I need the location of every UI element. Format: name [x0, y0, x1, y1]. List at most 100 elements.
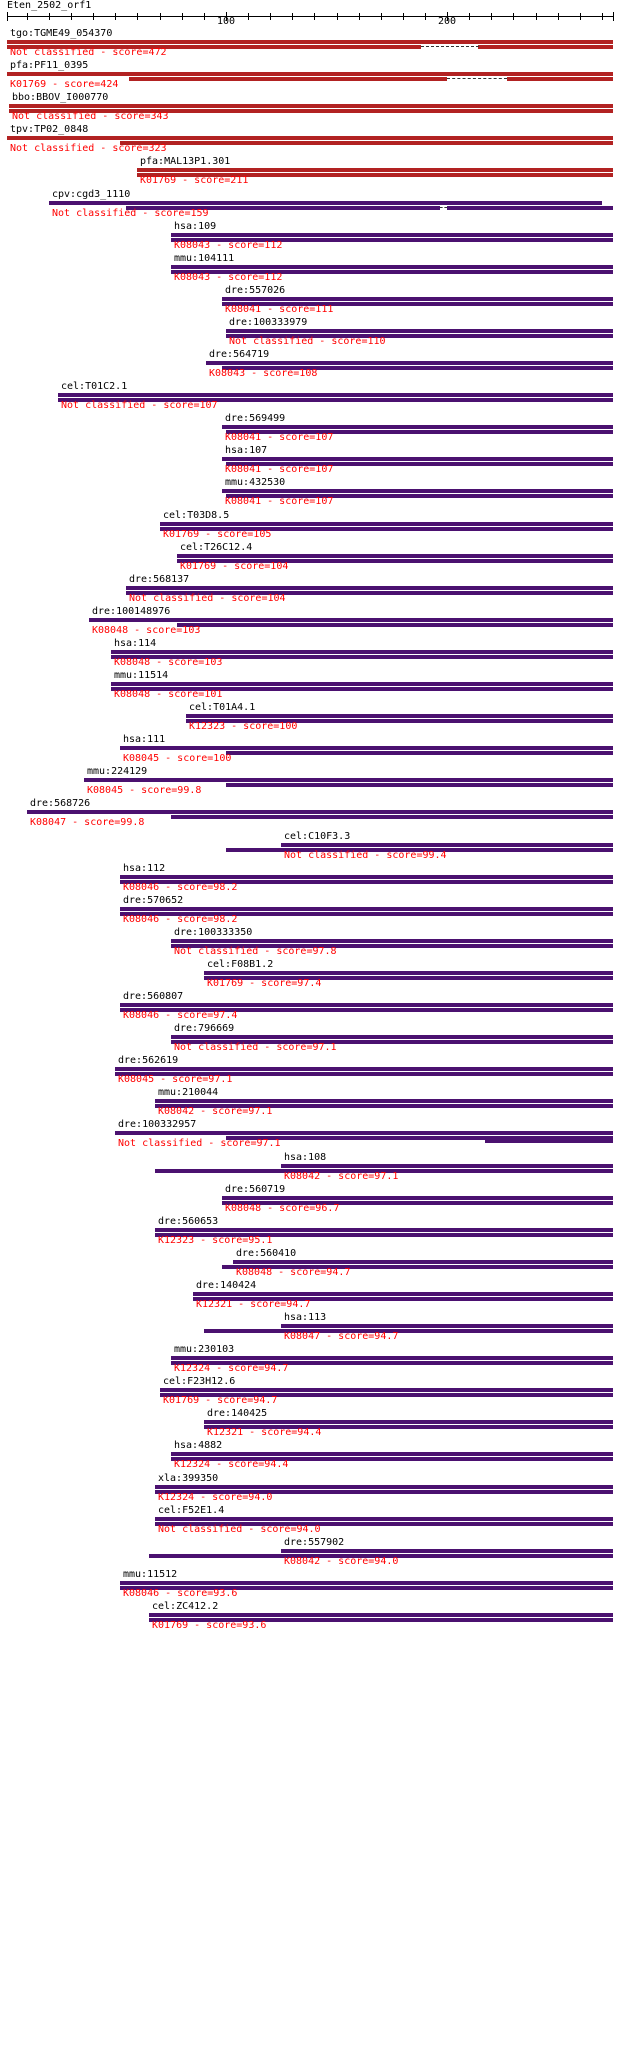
hit-classification: K08041 - score=107 — [225, 496, 334, 507]
hit-bar-aligned — [58, 398, 613, 402]
hit-gene-id: cel:F08B1.2 — [207, 959, 274, 970]
hit-classification: K01769 - score=94.7 — [163, 1395, 278, 1406]
hit-bar-aligned — [507, 77, 613, 81]
hit-gene-id: mmu:432530 — [225, 477, 286, 488]
hit-classification: K08045 - score=99.8 — [87, 785, 202, 796]
hit-bar — [111, 650, 613, 654]
hit-bar — [155, 1485, 613, 1489]
hit-classification: K01769 - score=211 — [140, 175, 249, 186]
ruler-minor-tick — [71, 13, 72, 20]
hit-classification: K12324 - score=94.4 — [174, 1459, 289, 1470]
hit-gene-id: dre:796669 — [174, 1023, 235, 1034]
hit-gene-id: dre:140424 — [196, 1280, 257, 1291]
hit-classification: K08048 - score=101 — [114, 689, 223, 700]
hit-classification: K08046 - score=98.2 — [123, 882, 238, 893]
ruler-minor-tick — [270, 13, 271, 20]
hit-bar-aligned — [126, 206, 440, 210]
hit-bar-aligned — [226, 494, 613, 498]
hit-classification: Not classified - score=159 — [52, 208, 209, 219]
ruler-minor-tick — [115, 13, 116, 20]
hit-bar-aligned — [193, 1297, 613, 1301]
hit-bar-aligned — [155, 1169, 613, 1173]
hit-classification: K08048 - score=103 — [92, 625, 201, 636]
hit-bar — [115, 1067, 613, 1071]
hit-bar-aligned — [120, 912, 613, 916]
hit-gene-id: cel:T01A4.1 — [189, 702, 256, 713]
hit-bar — [149, 1613, 613, 1617]
hit-bar-extra — [485, 1140, 613, 1143]
hit-gene-id: dre:569499 — [225, 413, 286, 424]
ruler-end-right — [613, 12, 614, 21]
hit-bar — [171, 265, 613, 269]
ruler-minor-tick — [93, 13, 94, 20]
hit-gene-id: dre:568726 — [30, 798, 91, 809]
hit-bar-aligned — [7, 45, 421, 49]
hit-bar-aligned — [226, 848, 613, 852]
hit-gene-id: hsa:112 — [123, 863, 166, 874]
hit-gene-id: dre:570652 — [123, 895, 184, 906]
hit-classification: Not classified - score=97.1 — [174, 1042, 337, 1053]
hit-classification: Not classified - score=97.1 — [118, 1138, 281, 1149]
hit-gene-id: dre:562619 — [118, 1055, 179, 1066]
hit-gap — [421, 46, 479, 47]
hit-bar-aligned — [171, 1361, 613, 1365]
hit-classification: K12324 - score=94.7 — [174, 1363, 289, 1374]
hit-gene-id: dre:100333350 — [174, 927, 253, 938]
hit-gene-id: dre:100333979 — [229, 317, 308, 328]
hit-gene-id: dre:100332957 — [118, 1119, 197, 1130]
ruler-minor-tick — [513, 13, 514, 20]
hit-bar-aligned — [149, 1554, 613, 1558]
hit-bar-aligned — [171, 944, 613, 948]
hit-bar-aligned — [222, 1201, 613, 1205]
ruler-minor-tick — [602, 13, 603, 20]
hit-gene-id: dre:140425 — [207, 1408, 268, 1419]
ruler-minor-tick — [359, 13, 360, 20]
hit-bar-aligned — [171, 815, 613, 819]
hit-classification: K08043 - score=108 — [209, 368, 318, 379]
hit-gap — [447, 78, 507, 79]
hit-gene-id: cel:C10F3.3 — [284, 831, 351, 842]
hit-bar — [120, 907, 613, 911]
hit-classification: K01769 - score=105 — [163, 529, 272, 540]
hit-bar-aligned — [111, 687, 613, 691]
hit-classification: K12321 - score=94.7 — [196, 1299, 311, 1310]
hit-bar-aligned — [120, 141, 613, 145]
hit-bar — [111, 682, 613, 686]
hit-classification: K08041 - score=111 — [225, 304, 334, 315]
hit-bar-aligned — [120, 880, 613, 884]
hit-classification: K08041 - score=107 — [225, 464, 334, 475]
hit-bar-aligned — [226, 751, 613, 755]
hit-classification: K01769 - score=424 — [10, 79, 119, 90]
hit-classification: K08047 - score=94.7 — [284, 1331, 399, 1342]
ruler-minor-tick — [160, 13, 161, 20]
hit-classification: K08041 - score=107 — [225, 432, 334, 443]
hit-bar — [7, 136, 613, 140]
hit-bar-aligned — [160, 527, 613, 531]
hit-bar-aligned — [171, 270, 613, 274]
hit-bar-aligned — [171, 1040, 613, 1044]
hit-gap — [440, 207, 447, 208]
hit-bar-aligned — [204, 1425, 613, 1429]
hit-bar-aligned — [222, 1265, 613, 1269]
hit-bar-aligned — [226, 334, 613, 338]
hit-classification: K08042 - score=97.1 — [284, 1171, 399, 1182]
hit-bar — [58, 393, 613, 397]
ruler-minor-tick — [381, 13, 382, 20]
hit-bar — [171, 1452, 613, 1456]
hit-bar — [281, 1549, 613, 1553]
hit-bar — [155, 1228, 613, 1232]
hit-bar — [222, 297, 613, 301]
hit-classification: K08042 - score=94.0 — [284, 1556, 399, 1567]
hit-bar-aligned — [186, 719, 613, 723]
hit-bar — [171, 939, 613, 943]
hit-classification: K12324 - score=94.0 — [158, 1492, 273, 1503]
hit-gene-id: cel:T26C12.4 — [180, 542, 253, 553]
ruler-major-tick — [447, 12, 448, 21]
hit-gene-id: bbo:BBOV_I000770 — [12, 92, 109, 103]
hit-bar — [49, 201, 602, 205]
hit-classification: Not classified - score=94.0 — [158, 1524, 321, 1535]
hit-bar-aligned — [155, 1490, 613, 1494]
hit-classification: Not classified - score=97.8 — [174, 946, 337, 957]
hit-gene-id: mmu:230103 — [174, 1344, 235, 1355]
